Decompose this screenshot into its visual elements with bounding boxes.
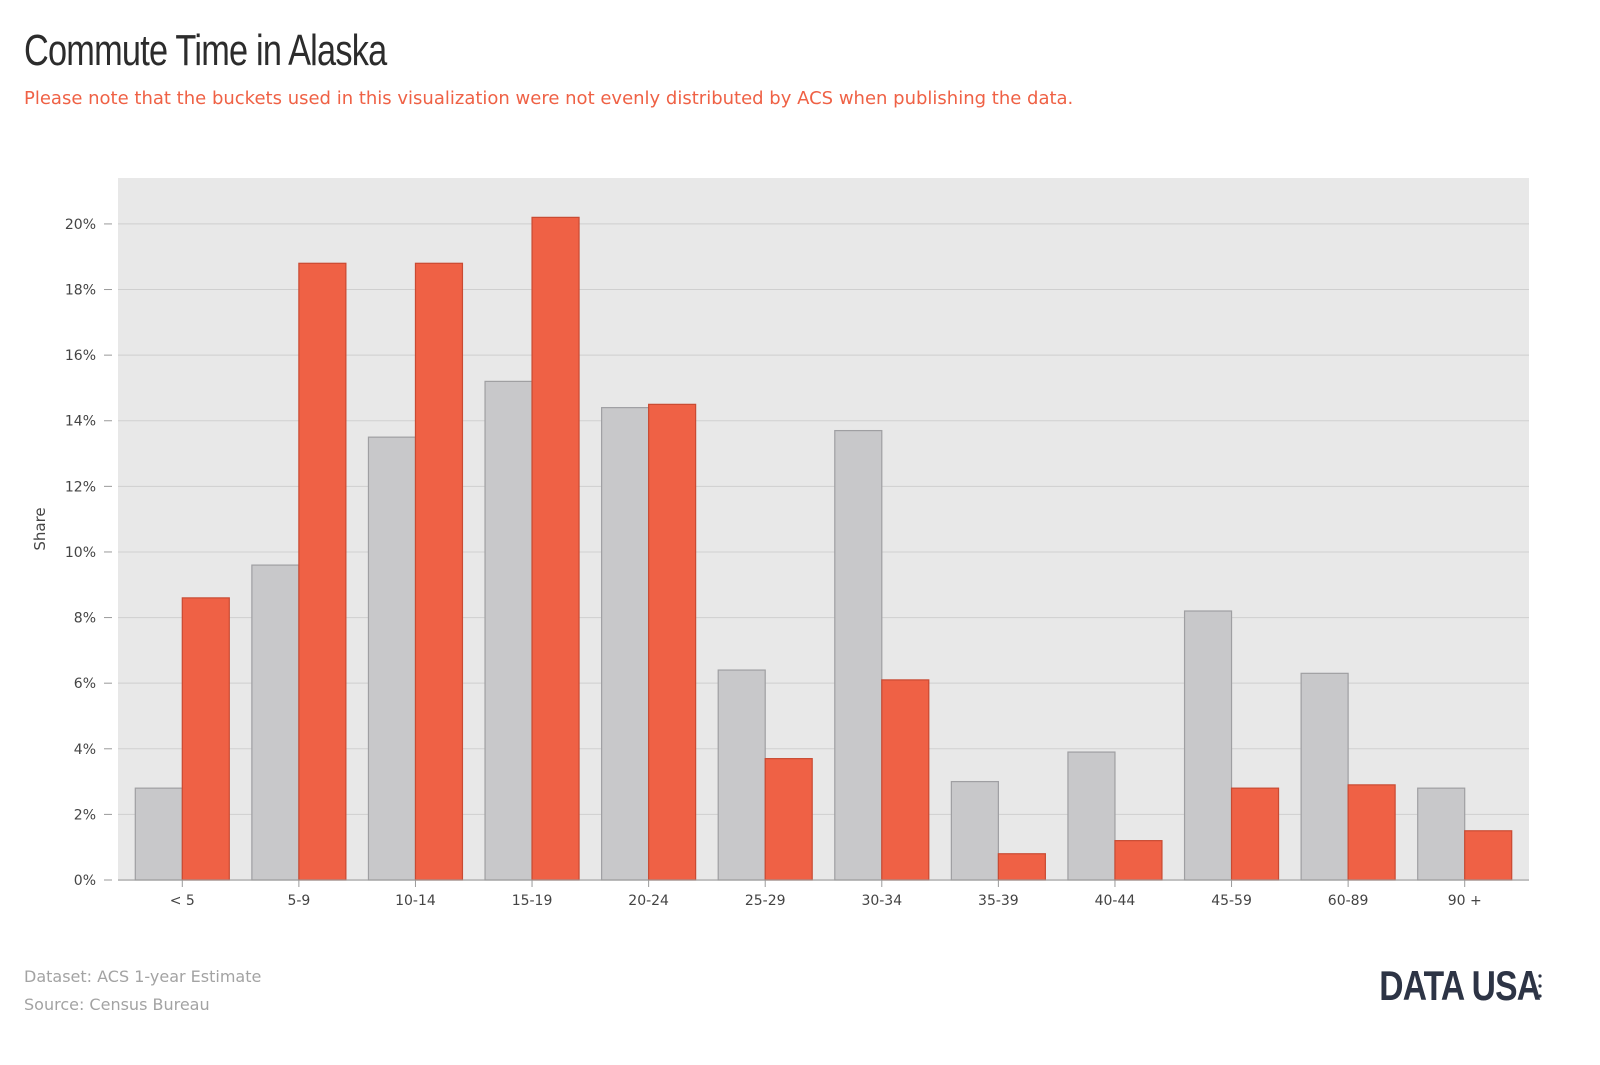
y-tick-label: 18% bbox=[65, 283, 96, 299]
bar-red[interactable] bbox=[1230, 787, 1280, 881]
y-tick-label: 14% bbox=[65, 414, 96, 430]
bar-red[interactable] bbox=[881, 679, 930, 881]
data-usa-logo[interactable]: DATA USA bbox=[1379, 962, 1541, 1009]
bar-gray[interactable] bbox=[1067, 751, 1116, 881]
y-axis-label: Share bbox=[31, 507, 49, 550]
bars bbox=[134, 216, 1513, 881]
y-tick-label: 16% bbox=[65, 348, 96, 364]
bar-gray[interactable] bbox=[484, 380, 533, 881]
bar-red[interactable] bbox=[1114, 840, 1163, 881]
bar-red[interactable] bbox=[764, 758, 813, 881]
bar-red[interactable] bbox=[1347, 784, 1396, 881]
x-tick-label: 30-34 bbox=[861, 893, 902, 909]
y-tick-label: 20% bbox=[65, 217, 96, 233]
bar-gray[interactable] bbox=[601, 407, 650, 881]
bar-gray[interactable] bbox=[1183, 610, 1233, 881]
x-tick-label: 10-14 bbox=[395, 893, 436, 909]
x-tick-label: 5-9 bbox=[287, 893, 310, 909]
bar-red[interactable] bbox=[997, 853, 1046, 881]
bar-red[interactable] bbox=[648, 403, 697, 881]
source-note: Source: Census Bureau bbox=[24, 995, 210, 1014]
bar-gray[interactable] bbox=[1417, 787, 1466, 881]
x-tick-label: 60-89 bbox=[1328, 893, 1369, 909]
y-tick-label: 0% bbox=[74, 873, 96, 889]
bar-gray[interactable] bbox=[834, 429, 883, 881]
y-tick-label: 2% bbox=[74, 807, 96, 823]
chart-title: Commute Time in Alaska bbox=[24, 26, 387, 75]
bar-gray[interactable] bbox=[134, 787, 183, 881]
bar-gray[interactable] bbox=[251, 564, 300, 881]
plot-background bbox=[118, 178, 1529, 881]
bar-red[interactable] bbox=[1464, 830, 1513, 881]
bar-gray[interactable] bbox=[717, 669, 766, 881]
bar-red[interactable] bbox=[181, 597, 230, 881]
chart-subtitle-note: Please note that the buckets used in thi… bbox=[24, 88, 1074, 109]
y-tick-label: 8% bbox=[74, 611, 96, 627]
x-tick-label: 25-29 bbox=[745, 893, 786, 909]
x-tick-label: 20-24 bbox=[628, 893, 669, 909]
bar-gray[interactable] bbox=[1300, 672, 1349, 881]
x-tick-label: 15-19 bbox=[512, 893, 553, 909]
bar-red[interactable] bbox=[298, 262, 347, 881]
y-tick-label: 12% bbox=[65, 479, 96, 495]
x-tick-label: < 5 bbox=[170, 893, 195, 909]
dataset-note: Dataset: ACS 1-year Estimate bbox=[24, 967, 262, 986]
bar-red[interactable] bbox=[414, 262, 464, 881]
commute-time-bar-chart: 0% 2% 4% 6% 8% 10% 12% 14% 16% 18% 20% < 5 5-9 10-14… bbox=[31, 178, 1529, 909]
y-tick-label: 10% bbox=[65, 545, 96, 561]
x-tick-label: 35-39 bbox=[978, 893, 1019, 909]
x-tick-label: 45-59 bbox=[1211, 893, 1252, 909]
y-tick-label: 4% bbox=[74, 742, 96, 758]
gridlines bbox=[118, 223, 1529, 815]
y-axis-ticks: 0% 2% 4% 6% 8% 10% 12% 14% 16% 18% 20% bbox=[65, 217, 112, 889]
bar-red[interactable] bbox=[531, 216, 580, 881]
x-axis-ticks: < 5 5-9 10-14 15-19 20-24 25-29 30-34 35-39 40-4… bbox=[170, 880, 1482, 909]
bar-gray[interactable] bbox=[367, 436, 417, 881]
y-tick-label: 6% bbox=[74, 676, 96, 692]
x-tick-label: 40-44 bbox=[1095, 893, 1136, 909]
logo-dots-icon bbox=[1538, 974, 1542, 998]
bar-gray[interactable] bbox=[950, 780, 999, 881]
x-tick-label: 90 + bbox=[1448, 893, 1482, 909]
